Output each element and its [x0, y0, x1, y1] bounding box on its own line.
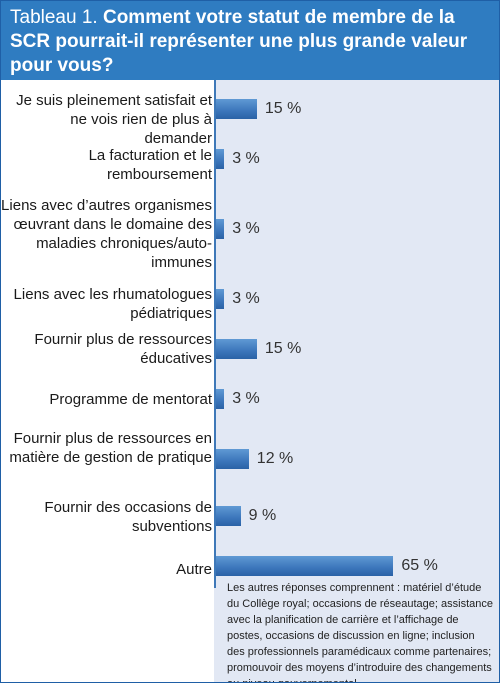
category-axis-line: [214, 80, 216, 588]
footnote: Les autres réponses comprennent : matéri…: [227, 582, 493, 682]
value-label: 3 %: [232, 290, 260, 307]
value-label: 9 %: [248, 507, 277, 524]
bar: [216, 506, 241, 526]
value-label: 65 %: [401, 557, 438, 574]
category-label: Liens avec d’autres organismes œuvrant d…: [1, 197, 212, 271]
bar: [216, 149, 225, 169]
value-label: 15 %: [264, 340, 302, 357]
bar: [216, 449, 249, 469]
plot-area: [214, 80, 499, 682]
category-label: La facturation et le remboursement: [88, 147, 212, 183]
category-label: Programme de mentorat: [49, 391, 212, 408]
bar: [216, 289, 225, 309]
table-number: Tableau 1.: [10, 7, 98, 28]
bar: [216, 99, 257, 119]
bar: [216, 219, 225, 239]
value-label: 3 %: [232, 220, 260, 237]
category-label: Fournir plus de ressources éducatives: [34, 331, 212, 367]
category-label: Fournir des occasions de subventions: [44, 499, 212, 535]
bar: [216, 389, 225, 409]
bar: [216, 339, 257, 359]
value-label: 3 %: [232, 390, 260, 407]
bar: [216, 556, 394, 576]
value-label: 3 %: [232, 150, 260, 167]
chart-question: Comment votre statut de membre de la SCR…: [10, 7, 468, 76]
value-label: 12 %: [256, 450, 294, 467]
category-label: Je suis pleinement satisfait et ne vois …: [16, 92, 212, 147]
chart-header: Tableau 1. Comment votre statut de membr…: [1, 1, 499, 80]
category-label: Autre: [176, 561, 212, 578]
value-label: 15 %: [264, 100, 302, 117]
category-label: Fournir plus de ressources en matière de…: [9, 430, 212, 466]
category-label: Liens avec les rhumatologues pédiatrique…: [13, 286, 212, 322]
